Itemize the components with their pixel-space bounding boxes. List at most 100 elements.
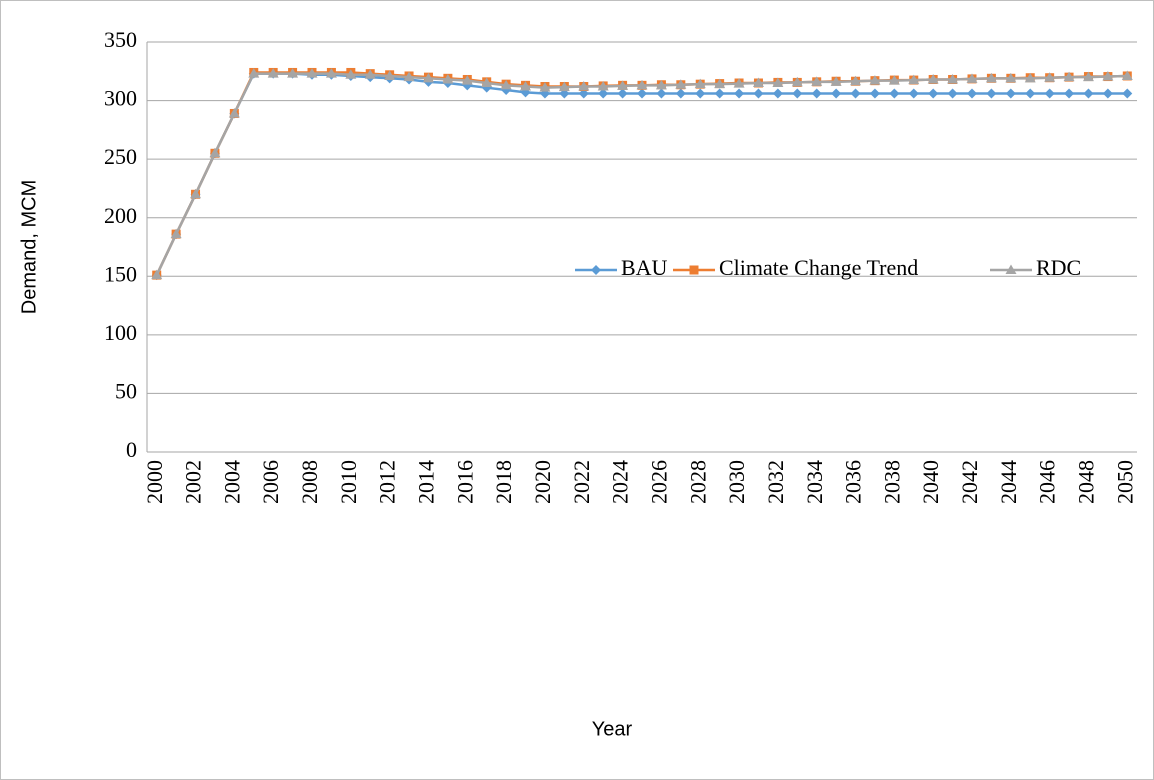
data-point xyxy=(1122,88,1133,99)
data-point xyxy=(364,69,376,79)
data-point xyxy=(384,70,396,80)
data-point xyxy=(267,68,279,78)
data-point xyxy=(986,88,997,99)
x-tick-label: 2004 xyxy=(219,460,244,504)
legend-marker xyxy=(1005,264,1017,274)
y-axis-label: Demand, MCM xyxy=(18,180,40,314)
data-point xyxy=(694,78,706,89)
data-point xyxy=(1044,72,1056,82)
data-point xyxy=(714,78,726,89)
x-tick-label: 2048 xyxy=(1074,460,1099,504)
data-point xyxy=(714,88,725,99)
x-tick-label: 2016 xyxy=(452,460,477,504)
x-tick-label: 2042 xyxy=(957,460,982,504)
data-point xyxy=(811,88,822,99)
x-tick-label: 2034 xyxy=(802,460,827,504)
data-point xyxy=(869,88,880,99)
data-point xyxy=(850,75,862,86)
x-tick-label: 2006 xyxy=(258,460,283,504)
data-point xyxy=(1044,88,1055,99)
data-point xyxy=(1082,71,1094,82)
x-tick-label: 2040 xyxy=(918,460,943,504)
x-tick-label: 2014 xyxy=(414,460,439,504)
data-point xyxy=(831,88,842,99)
data-point xyxy=(733,78,745,88)
y-tick-label: 150 xyxy=(104,261,137,286)
x-tick-label: 2026 xyxy=(646,460,671,504)
data-point xyxy=(1005,88,1016,99)
data-point xyxy=(170,228,182,239)
data-point xyxy=(1024,72,1036,83)
data-point xyxy=(734,88,745,99)
data-point xyxy=(558,81,570,92)
y-tick-label: 300 xyxy=(104,86,137,111)
data-point xyxy=(151,269,163,280)
data-point xyxy=(752,77,764,87)
data-point xyxy=(1064,88,1075,99)
data-point xyxy=(306,68,318,78)
data-point xyxy=(1063,71,1075,82)
y-tick-label: 50 xyxy=(115,378,137,403)
data-point xyxy=(947,88,958,99)
y-tick-label: 100 xyxy=(104,320,137,345)
data-point xyxy=(578,88,589,99)
data-point xyxy=(888,75,900,85)
x-tick-label: 2018 xyxy=(491,460,516,504)
legend-marker xyxy=(689,265,699,275)
x-axis-label: Year xyxy=(592,718,633,740)
data-point xyxy=(209,147,221,158)
data-point xyxy=(850,88,861,99)
data-point xyxy=(655,79,667,90)
data-point xyxy=(578,81,590,91)
x-tick-label: 2020 xyxy=(530,460,555,504)
x-tick-label: 2050 xyxy=(1112,460,1137,504)
data-point xyxy=(461,75,473,85)
y-tick-label: 250 xyxy=(104,144,137,169)
x-tick-label: 2036 xyxy=(841,460,866,504)
data-point xyxy=(656,88,667,99)
data-point xyxy=(985,72,997,83)
data-point xyxy=(617,88,628,99)
data-point xyxy=(889,88,900,99)
data-point xyxy=(345,69,357,79)
data-point xyxy=(539,82,551,92)
data-point xyxy=(811,76,823,86)
data-point xyxy=(928,88,939,99)
data-point xyxy=(636,79,648,90)
data-point xyxy=(753,88,764,99)
x-tick-label: 2044 xyxy=(996,460,1021,504)
legend-marker xyxy=(591,265,601,275)
data-point xyxy=(695,88,706,99)
data-point xyxy=(422,72,434,83)
data-point xyxy=(792,88,803,99)
data-point xyxy=(287,68,299,78)
data-point xyxy=(597,81,609,91)
x-tick-label: 2010 xyxy=(336,460,361,504)
data-point xyxy=(1102,88,1113,99)
x-tick-label: 2024 xyxy=(608,460,633,504)
data-point xyxy=(228,107,240,118)
data-point xyxy=(520,81,532,91)
x-tick-label: 2030 xyxy=(724,460,749,504)
data-point xyxy=(772,88,783,99)
data-point xyxy=(500,79,512,90)
data-point xyxy=(908,88,919,99)
data-point xyxy=(675,79,687,89)
data-point xyxy=(1025,88,1036,99)
x-tick-label: 2008 xyxy=(297,460,322,504)
data-point xyxy=(967,88,977,99)
x-tick-label: 2038 xyxy=(879,460,904,504)
x-tick-label: 2022 xyxy=(569,460,594,504)
data-point xyxy=(869,75,881,85)
x-tick-label: 2028 xyxy=(685,460,710,504)
data-point xyxy=(1121,70,1133,80)
data-point xyxy=(637,88,647,99)
y-tick-label: 350 xyxy=(104,27,137,52)
data-point xyxy=(617,80,629,90)
x-tick-label: 2000 xyxy=(142,460,167,504)
data-point xyxy=(248,68,260,78)
data-point xyxy=(598,88,609,99)
data-point xyxy=(190,188,202,199)
